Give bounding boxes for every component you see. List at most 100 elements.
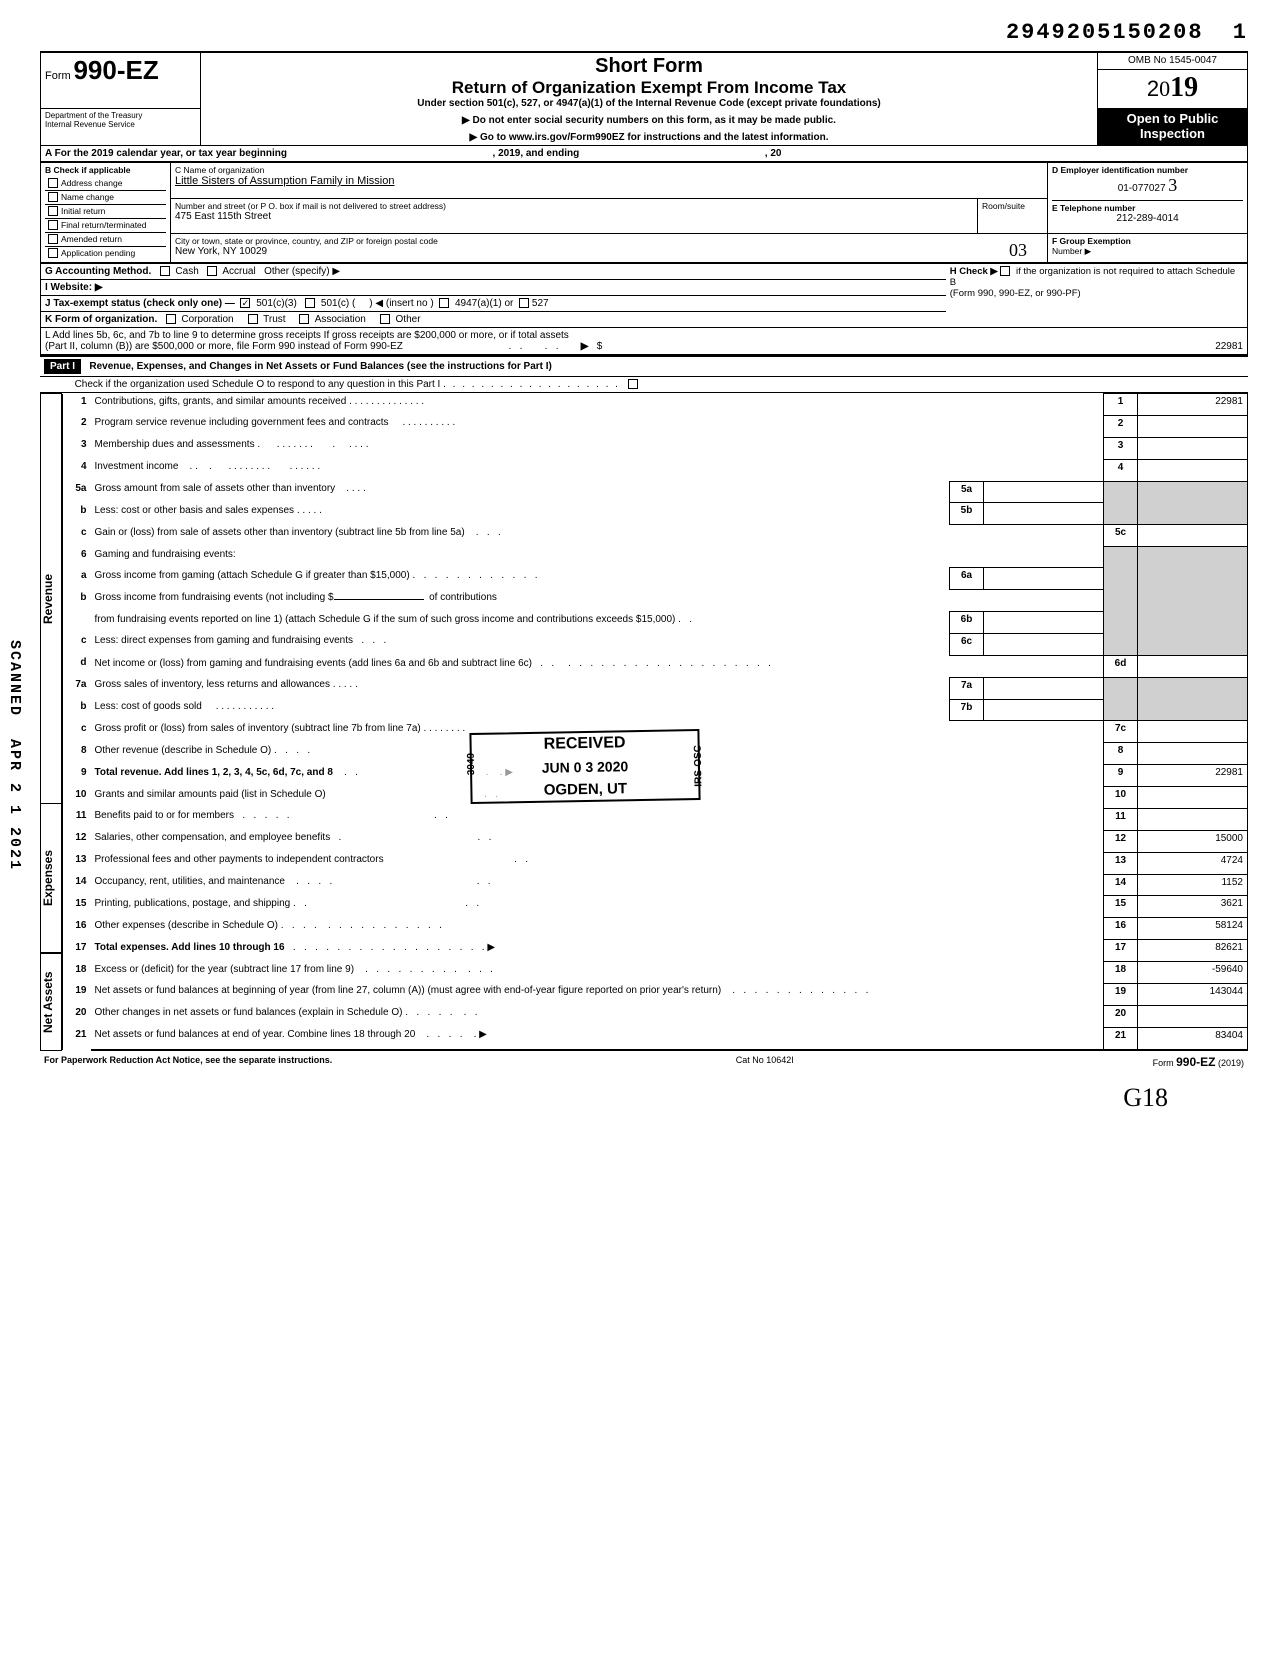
val-1: 22981 <box>1138 394 1248 416</box>
val-11 <box>1138 808 1248 830</box>
h-sub: (Form 990, 990-EZ, or 990-PF) <box>950 288 1243 299</box>
val-14: 1152 <box>1138 874 1248 896</box>
city-handwriting: 03 <box>1009 240 1027 261</box>
form-label: Form <box>45 70 71 82</box>
checkbox-initial-return[interactable] <box>48 206 58 216</box>
checkbox-trust[interactable] <box>248 314 258 324</box>
val-13: 4724 <box>1138 852 1248 874</box>
f-label: F Group Exemption <box>1052 236 1131 246</box>
room-label: Room/suite <box>982 201 1043 211</box>
val-6d <box>1138 655 1248 677</box>
l-text2: (Part II, column (B)) are $500,000 or mo… <box>45 341 403 352</box>
city: New York, NY 10029 <box>175 246 1043 257</box>
val-5c <box>1138 525 1248 547</box>
gh-block: G Accounting Method. Cash Accrual Other … <box>40 263 1248 355</box>
line-a-mid: , 2019, and ending <box>493 148 580 159</box>
h-label: H Check ▶ <box>950 266 998 277</box>
side-expenses: Expenses <box>40 803 62 953</box>
ssn-warning: ▶ Do not enter social security numbers o… <box>205 115 1093 126</box>
l-arrow: ▶ <box>581 341 589 352</box>
c-name-label: C Name of organization <box>175 165 1043 175</box>
form-header-table: Form 990-EZ Short Form Return of Organiz… <box>40 51 1248 146</box>
org-name: Little Sisters of Assumption Family in M… <box>175 175 1043 187</box>
g-other: Other (specify) ▶ <box>264 266 340 277</box>
checkbox-h[interactable] <box>1000 266 1010 276</box>
checkbox-4947[interactable] <box>439 298 449 308</box>
goto-link: ▶ Go to www.irs.gov/Form990EZ for instru… <box>205 132 1093 143</box>
d-label: D Employer identification number <box>1052 165 1188 175</box>
val-9: 22981 <box>1138 765 1248 787</box>
b-label: B Check if applicable <box>45 165 131 175</box>
tax-year: 20201919 <box>1098 69 1248 108</box>
omb-number: OMB No 1545-0047 <box>1098 52 1248 69</box>
checkbox-name-change[interactable] <box>48 192 58 202</box>
checkbox-address-change[interactable] <box>48 178 58 188</box>
city-label: City or town, state or province, country… <box>175 236 1043 246</box>
line-a-end: , 20 <box>765 148 782 159</box>
form-number: 990-EZ <box>73 55 158 85</box>
l-value: 22981 <box>1215 341 1243 352</box>
dept-treasury: Department of the Treasury <box>45 111 196 120</box>
side-netassets: Net Assets <box>40 953 62 1051</box>
ein: 01-077027 <box>1118 183 1166 194</box>
doc-number: 2949205150208 <box>1006 20 1204 45</box>
l-currency: $ <box>597 341 603 352</box>
val-4 <box>1138 459 1248 481</box>
val-19: 143044 <box>1138 983 1248 1005</box>
page-stamp: 2949205150208 1 <box>40 20 1248 45</box>
val-10 <box>1138 787 1248 809</box>
val-7c <box>1138 721 1248 743</box>
part1-title: Revenue, Expenses, and Changes in Net As… <box>89 361 552 372</box>
street: 475 East 115th Street <box>175 211 973 222</box>
part1-check: Check if the organization used Schedule … <box>75 379 441 390</box>
l-text1: L Add lines 5b, 6c, and 7b to line 9 to … <box>45 330 1243 341</box>
checkbox-corp[interactable] <box>166 314 176 324</box>
f-label2: Number ▶ <box>1052 246 1243 257</box>
val-15: 3621 <box>1138 896 1248 918</box>
scanned-stamp: SCANNED APR 2 1 2021 <box>6 640 23 871</box>
checkbox-accrual[interactable] <box>207 266 217 276</box>
received-stamp: RECEIVED JUN 0 3 2020 OGDEN, UT 3049 IRS… <box>469 729 700 804</box>
part1-label: Part I <box>44 359 81 374</box>
lines-table: 1Contributions, gifts, grants, and simil… <box>62 393 1248 1051</box>
line-a-row: A For the 2019 calendar year, or tax yea… <box>40 146 1248 162</box>
side-revenue: Revenue <box>40 393 62 803</box>
return-title: Return of Organization Exempt From Incom… <box>205 78 1093 98</box>
val-12: 15000 <box>1138 830 1248 852</box>
val-18: -59640 <box>1138 962 1248 984</box>
part1-header: Part I Revenue, Expenses, and Changes in… <box>40 355 1248 393</box>
page-index: 1 <box>1233 20 1248 45</box>
checkbox-pending[interactable] <box>48 248 58 258</box>
val-2 <box>1138 415 1248 437</box>
e-label: E Telephone number <box>1052 203 1135 213</box>
return-subtitle: Under section 501(c), 527, or 4947(a)(1)… <box>205 98 1093 109</box>
footer-cat: Cat No 10642I <box>584 1051 946 1071</box>
telephone: 212-289-4014 <box>1052 213 1243 224</box>
checkbox-amended[interactable] <box>48 234 58 244</box>
checkbox-cash[interactable] <box>160 266 170 276</box>
val-21: 83404 <box>1138 1027 1248 1050</box>
dept-irs: Internal Revenue Service <box>45 120 196 129</box>
i-website: I Website: ▶ <box>45 282 103 293</box>
checkbox-501c[interactable] <box>305 298 315 308</box>
checkbox-assoc[interactable] <box>299 314 309 324</box>
footer-left: For Paperwork Reduction Act Notice, see … <box>44 1055 332 1065</box>
handwriting-initials: G18 <box>40 1083 1168 1113</box>
ein-hand: 3 <box>1168 175 1177 195</box>
checkbox-schedule-o[interactable] <box>628 379 638 389</box>
val-16: 58124 <box>1138 918 1248 940</box>
checkbox-527[interactable] <box>519 298 529 308</box>
val-8 <box>1138 743 1248 765</box>
g-label: G Accounting Method. <box>45 266 151 277</box>
street-label: Number and street (or P O. box if mail i… <box>175 201 973 211</box>
short-form-title: Short Form <box>205 55 1093 78</box>
checkbox-501c3[interactable] <box>240 298 250 308</box>
k-label: K Form of organization. <box>45 314 157 325</box>
org-info-table: B Check if applicable Address change Nam… <box>40 162 1248 263</box>
val-20 <box>1138 1005 1248 1027</box>
footer: For Paperwork Reduction Act Notice, see … <box>40 1051 1248 1071</box>
checkbox-final-return[interactable] <box>48 220 58 230</box>
val-17: 82621 <box>1138 940 1248 962</box>
checkbox-other[interactable] <box>380 314 390 324</box>
line-a-label: A For the 2019 calendar year, or tax yea… <box>45 148 287 159</box>
